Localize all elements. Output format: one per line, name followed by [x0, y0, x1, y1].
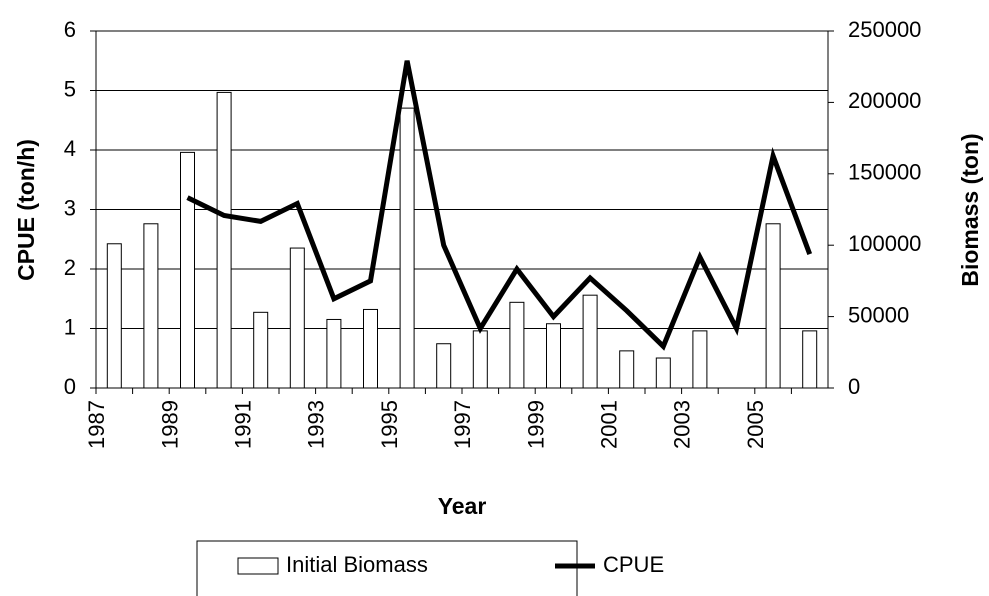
bar	[143, 223, 159, 389]
bar	[509, 301, 525, 389]
bar	[289, 247, 305, 389]
bar	[655, 357, 671, 389]
y-tick-label: 5	[64, 76, 76, 101]
y-tick-label: 3	[64, 195, 76, 220]
x-tick-label: 1991	[231, 400, 256, 449]
bar	[802, 330, 818, 389]
y2-tick-label: 100000	[848, 231, 921, 256]
y-tick-label: 6	[64, 17, 76, 42]
y2-axis-title: Biomass (ton)	[957, 133, 983, 286]
y-tick-label: 2	[64, 255, 76, 280]
bar	[582, 294, 598, 389]
x-tick-label: 1989	[157, 400, 182, 449]
bar	[363, 308, 378, 389]
bar	[216, 91, 232, 389]
y-tick-label: 4	[64, 136, 76, 161]
legend-swatch	[237, 557, 279, 575]
cpue-line	[186, 60, 813, 351]
bar	[546, 323, 561, 389]
y2-tick-label: 150000	[848, 160, 921, 185]
legend-label: CPUE	[603, 552, 664, 577]
bar	[472, 330, 488, 389]
y-tick-label: 1	[64, 314, 76, 339]
x-tick-label: 1999	[523, 400, 548, 449]
bar	[326, 318, 342, 389]
y2-tick-label: 0	[848, 374, 860, 399]
x-tick-label: 2001	[597, 400, 622, 449]
x-tick-label: 2005	[743, 400, 768, 449]
bar	[399, 107, 415, 389]
y-tick-label: 0	[64, 374, 76, 399]
y2-tick-label: 250000	[848, 17, 921, 42]
bar	[765, 223, 781, 389]
y-axis-title: CPUE (ton/h)	[13, 139, 39, 281]
x-tick-label: 2003	[670, 400, 695, 449]
y2-tick-label: 200000	[848, 88, 921, 113]
x-tick-label: 1995	[377, 400, 402, 449]
bar	[180, 151, 195, 389]
x-tick-label: 1993	[304, 400, 329, 449]
bar	[692, 330, 708, 389]
bar	[106, 243, 122, 389]
x-axis-title: Year	[438, 493, 487, 519]
bar	[253, 311, 269, 389]
x-tick-label: 1987	[84, 400, 109, 449]
x-tick-label: 1997	[450, 400, 475, 449]
legend-label: Initial Biomass	[286, 552, 428, 577]
bar	[619, 350, 635, 389]
y2-tick-label: 50000	[848, 302, 909, 327]
bar	[436, 343, 452, 389]
